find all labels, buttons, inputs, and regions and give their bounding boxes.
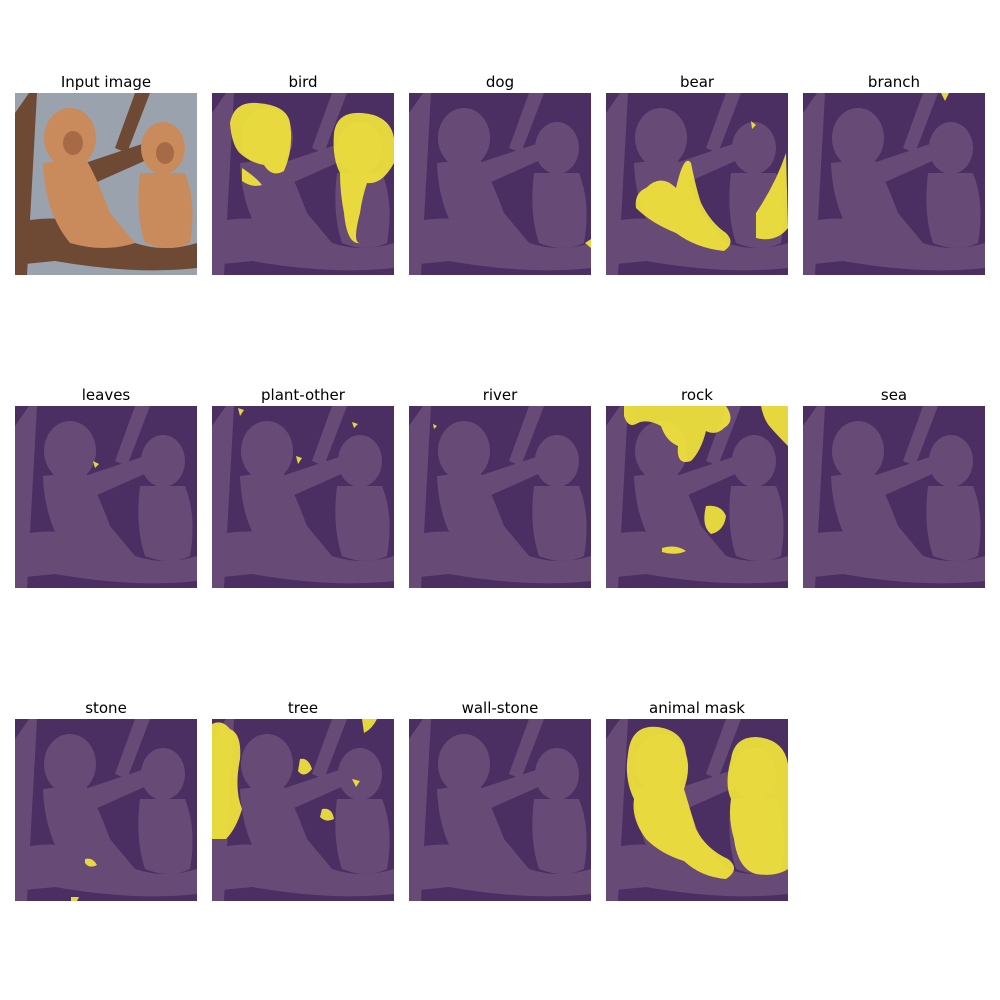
panel-animal-mask: animal mask: [606, 697, 788, 901]
panel-title: Input image: [60, 73, 152, 91]
panel-title: stone: [85, 699, 127, 717]
mask-overlay: [15, 406, 197, 588]
mask-overlay: [409, 719, 591, 901]
panel-title: bear: [679, 73, 715, 91]
mask-overlay: [606, 406, 788, 588]
panel-image-animal-mask: [606, 719, 788, 901]
panel-title: animal mask: [649, 699, 745, 717]
panel-sea: sea: [803, 384, 985, 588]
mask-overlay: [409, 406, 591, 588]
panel-image-input: [15, 93, 197, 275]
panel-title: branch: [867, 73, 921, 91]
panel-image-dog: [409, 93, 591, 275]
panel-title: plant-other: [261, 386, 345, 404]
panel-image-bear: [606, 93, 788, 275]
panel-title: tree: [287, 699, 319, 717]
mask-overlay: [212, 93, 394, 275]
panel-image-rock: [606, 406, 788, 588]
panel-image-river: [409, 406, 591, 588]
mask-overlay: [409, 93, 591, 275]
panel-plant-other: plant-other: [212, 384, 394, 588]
panel-bear: bear: [606, 71, 788, 275]
panel-title: leaves: [81, 386, 131, 404]
panel-title: rock: [681, 386, 713, 404]
panel-branch: branch: [803, 71, 985, 275]
mask-overlay: [803, 406, 985, 588]
panel-image-stone: [15, 719, 197, 901]
panel-tree: tree: [212, 697, 394, 901]
panel-bird: bird: [212, 71, 394, 275]
panel-image-wall-stone: [409, 719, 591, 901]
panel-dog: dog: [409, 71, 591, 275]
mask-overlay: [212, 719, 394, 901]
input-photo: [15, 93, 197, 275]
panel-image-bird: [212, 93, 394, 275]
panel-image-sea: [803, 406, 985, 588]
panel-river: river: [409, 384, 591, 588]
panel-title: sea: [880, 386, 908, 404]
panel-image-leaves: [15, 406, 197, 588]
panel-image-plant-other: [212, 406, 394, 588]
panel-stone: stone: [15, 697, 197, 901]
panel-rock: rock: [606, 384, 788, 588]
mask-overlay: [803, 93, 985, 275]
panel-leaves: leaves: [15, 384, 197, 588]
panel-title: wall-stone: [461, 699, 539, 717]
panel-image-tree: [212, 719, 394, 901]
mask-overlay: [606, 719, 788, 901]
panel-input-image: Input image: [15, 71, 197, 275]
panel-title: dog: [485, 73, 515, 91]
panel-wall-stone: wall-stone: [409, 697, 591, 901]
panel-title: bird: [288, 73, 318, 91]
panel-image-branch: [803, 93, 985, 275]
mask-overlay: [15, 719, 197, 901]
mask-overlay: [606, 93, 788, 275]
mask-overlay: [212, 406, 394, 588]
panel-title: river: [482, 386, 518, 404]
